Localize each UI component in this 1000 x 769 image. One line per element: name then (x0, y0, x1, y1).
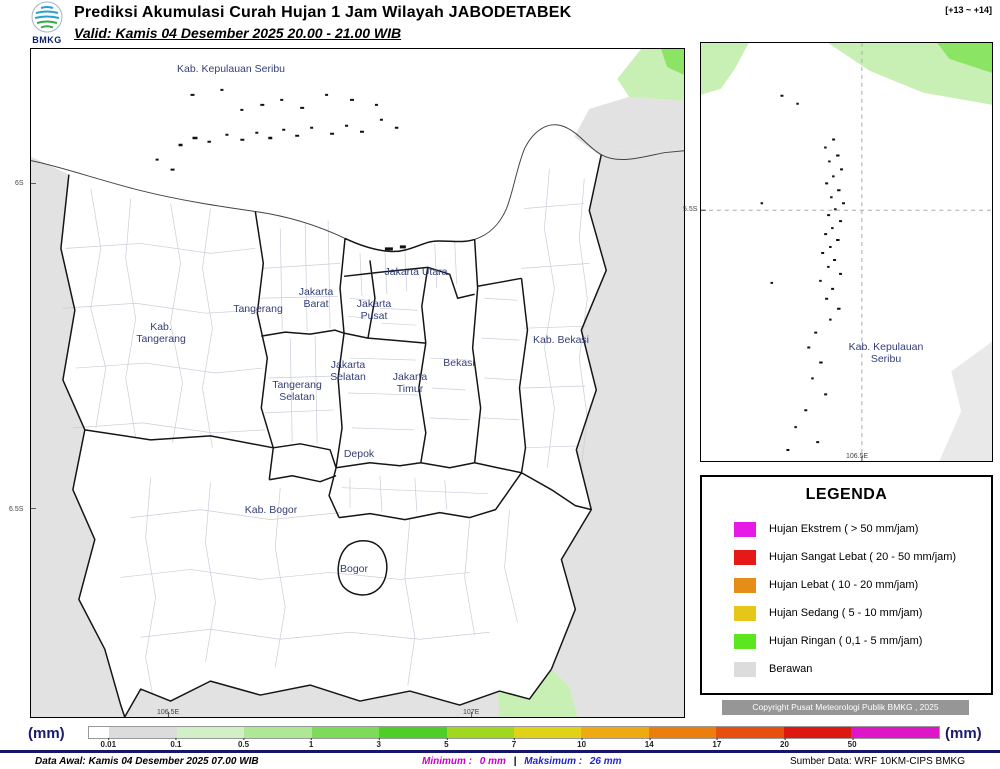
legend-color-swatch (734, 549, 756, 565)
scale-segment (446, 727, 514, 738)
legend-item: Hujan Sangat Lebat ( 20 - 50 mm/jam) (734, 543, 991, 571)
cloud-shading-west (31, 156, 125, 717)
scale-tick-label: 10 (577, 738, 587, 749)
legend-item-label: Hujan Lebat ( 10 - 20 mm/jam) (769, 579, 919, 591)
scale-segment (89, 727, 110, 738)
scale-segment (379, 727, 447, 738)
scale-segment (716, 727, 784, 738)
inset-islands (760, 94, 846, 452)
status-bar: Data Awal: Kamis 04 Desember 2025 07.00 … (0, 753, 1000, 769)
scale-segment (581, 727, 649, 738)
minmax-separator: | (513, 755, 517, 767)
axis-label-lon-right: 107E (463, 709, 480, 716)
inset-region-label: Kab. Kepulauan Seribu (848, 340, 924, 365)
cloud-shading-east-south (124, 148, 684, 717)
maksimum-label: Maksimum : (524, 755, 583, 767)
subdistrict-boundaries (62, 168, 590, 696)
inset-cloud-shading (939, 341, 992, 461)
rain-light-patch-south (497, 669, 578, 717)
scale-segment (109, 727, 177, 738)
legend-color-swatch (734, 605, 756, 621)
legend-color-swatch (734, 633, 756, 649)
legend-item: Hujan Sedang ( 5 - 10 mm/jam) (734, 599, 991, 627)
minimum-label: Minimum : (422, 755, 473, 767)
scale-segment (648, 727, 717, 738)
legend-items: Hujan Ekstrem ( > 50 mm/jam) Hujan Sangat… (734, 515, 991, 683)
scale-tick-label: 3 (376, 738, 381, 749)
axis-label-lat-top: 6S (15, 180, 24, 187)
axis-label-lat-bottom: 6.5S (9, 506, 24, 513)
rainfall-scale-bar: 0.01 0.1 0.5 1 3 5 7 10 14 17 20 50 (88, 726, 940, 752)
scale-segment (176, 727, 245, 738)
legend-item: Hujan Ringan ( 0,1 - 5 mm/jam) (734, 627, 991, 655)
legend-item: Berawan (734, 655, 991, 683)
legend-color-swatch (734, 577, 756, 593)
legend-item: Hujan Ekstrem ( > 50 mm/jam) (734, 515, 991, 543)
scale-tick-label: 5 (444, 738, 449, 749)
inset-graticule-ticks (701, 209, 863, 461)
main-map: Kab. Kepulauan Seribu Jakarta Utara Jakart… (9, 48, 685, 718)
minimum-value: 0 mm (479, 755, 506, 767)
inset-map: Kab. Kepulauan Seribu 5.5S 106.5E (683, 42, 993, 462)
legend-color-swatch (734, 521, 756, 537)
legend-item: Hujan Lebat ( 10 - 20 mm/jam) (734, 571, 991, 599)
scale-segment (851, 727, 939, 738)
valid-time: Valid: Kamis 04 Desember 2025 20.00 - 21… (74, 25, 402, 41)
scale-tick-label: 0.01 (100, 738, 117, 749)
main-map-canvas (31, 49, 684, 717)
legend-item-label: Hujan Ringan ( 0,1 - 5 mm/jam) (769, 635, 923, 647)
district-boundaries (60, 154, 607, 717)
scale-bar-segments (88, 726, 940, 739)
scale-segment (513, 727, 582, 738)
bmkg-logo: BMKG (28, 1, 66, 45)
scale-tick-label: 7 (511, 738, 517, 749)
scale-segment (244, 727, 312, 738)
legend-panel: LEGENDA Hujan Ekstrem ( > 50 mm/jam) Huja… (700, 475, 993, 695)
scale-tick-label: 17 (712, 738, 722, 749)
inset-rain-light-patch-left (701, 43, 749, 95)
scale-unit-right: (mm) (945, 725, 982, 742)
inset-map-canvas (701, 43, 992, 461)
legend-color-swatch (734, 661, 756, 677)
axis-label-lon-left: 106.5E (157, 709, 180, 716)
page-title: Prediksi Akumulasi Curah Hujan 1 Jam Wil… (74, 4, 572, 21)
legend-item-label: Berawan (769, 663, 813, 675)
scale-tick-label: 0.5 (237, 738, 250, 749)
legend-item-label: Hujan Sedang ( 5 - 10 mm/jam) (769, 607, 923, 619)
inset-axis-label-lat: 5.5S (683, 206, 698, 213)
footer-divider (0, 750, 1000, 753)
scale-tick-label: 50 (847, 738, 857, 749)
legend-item-label: Hujan Ekstrem ( > 50 mm/jam) (769, 523, 919, 535)
scale-tick-label: 1 (308, 738, 314, 749)
forecast-hour-range: [+13 ~ +14] (945, 5, 992, 15)
scale-segment (783, 727, 852, 738)
bmkg-logo-icon (31, 1, 63, 33)
islands (155, 88, 406, 251)
inset-rain-patch-corner (937, 43, 992, 73)
bmkg-logo-text: BMKG (32, 35, 62, 45)
sumber-data-text: Sumber Data: WRF 10KM-CIPS BMKG (789, 755, 965, 767)
minmax-text: Minimum : 0 mm | Maksimum : 26 mm (422, 756, 627, 767)
scale-tick-label: 20 (780, 738, 789, 749)
cloud-shading-northeast (574, 96, 684, 157)
scale-tick-label: 14 (644, 738, 654, 749)
data-awal-text: Data Awal: Kamis 04 Desember 2025 07.00 … (35, 755, 259, 767)
scale-ticks: 0.01 0.1 0.5 1 3 5 7 10 14 17 20 50 (88, 738, 940, 751)
rain-light-patch-northeast-core (661, 49, 684, 75)
scale-segment (311, 727, 380, 738)
legend-item-label: Hujan Sangat Lebat ( 20 - 50 mm/jam) (769, 551, 957, 563)
graticule-ticks (31, 183, 473, 717)
legend-title: LEGENDA (805, 486, 888, 503)
scale-tick-label: 0.1 (170, 738, 182, 749)
maksimum-value: 26 mm (589, 755, 622, 767)
inset-axis-label-lon: 106.5E (846, 453, 869, 460)
copyright-bar: Copyright Pusat Meteorologi Publik BMKG … (722, 700, 969, 715)
scale-unit-left: (mm) (28, 725, 65, 742)
